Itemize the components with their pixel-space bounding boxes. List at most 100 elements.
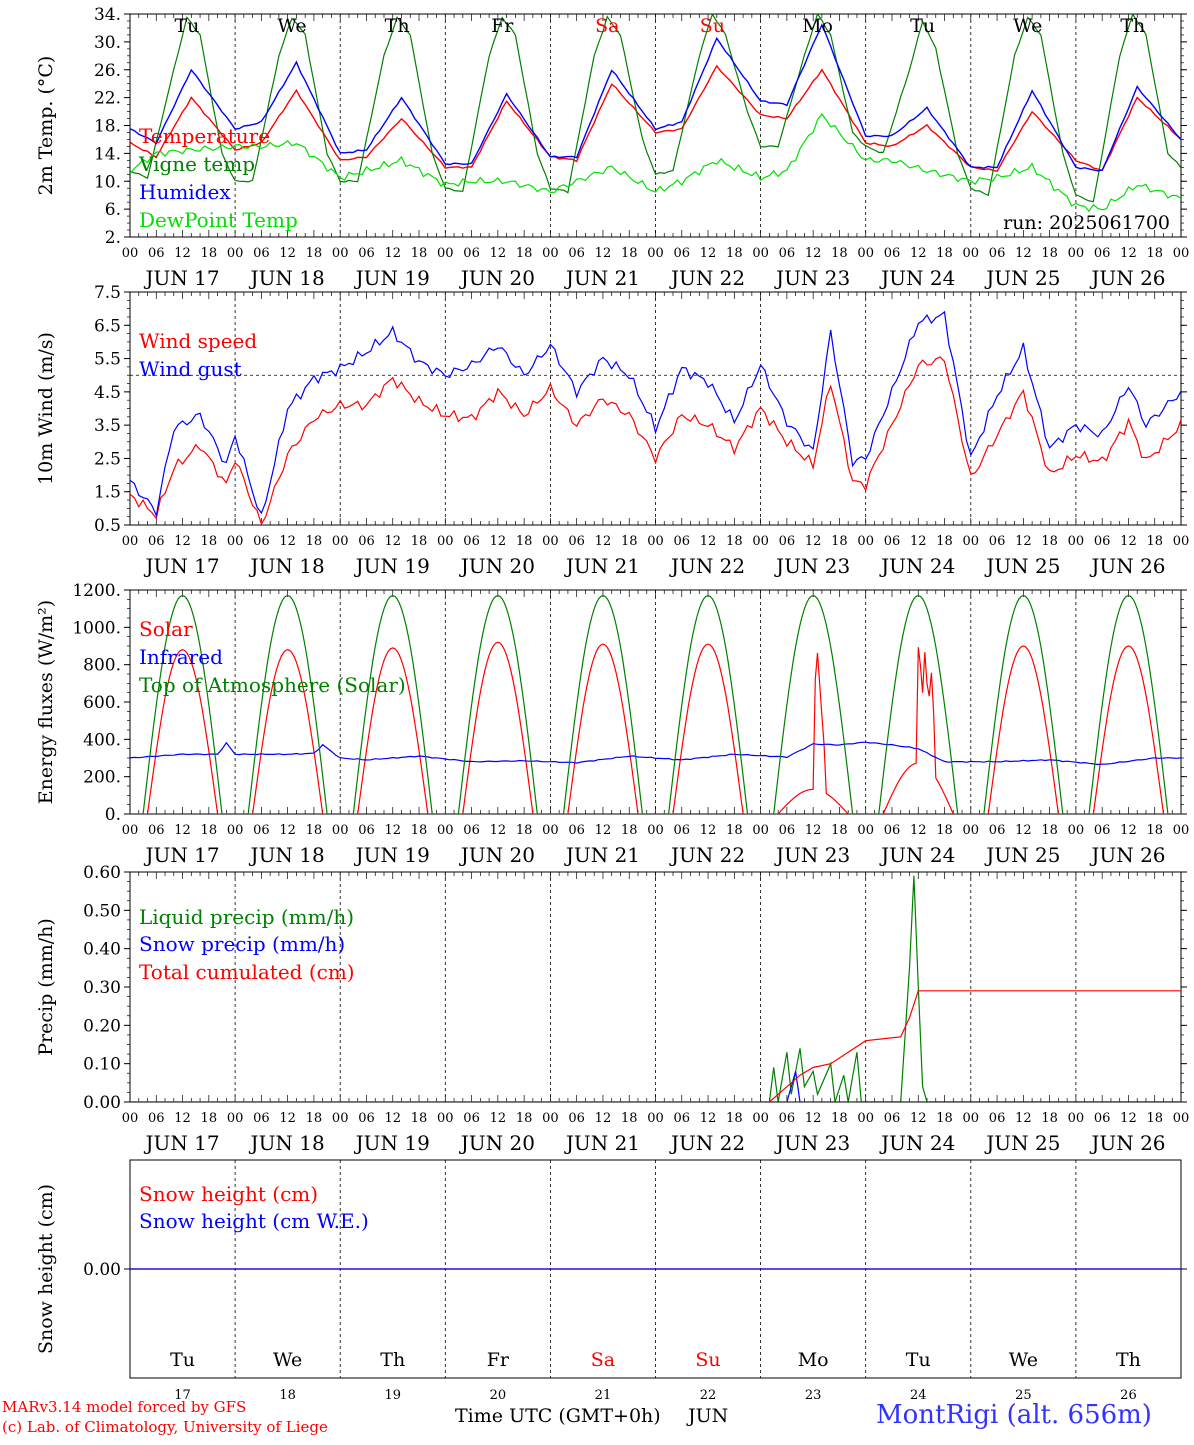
panel-2: 00 06 12 18 00 06 12 18 00 06 12 18 00 06 12 18 00 06 12 18… bbox=[35, 283, 1189, 578]
hour-tick-label: 00 bbox=[542, 246, 559, 261]
hour-tick-label: 18 bbox=[306, 534, 323, 549]
y-tick-label: 26. bbox=[94, 61, 121, 81]
y-tick-label: 600. bbox=[83, 693, 121, 713]
hour-tick-label: 06 bbox=[568, 246, 585, 261]
series-layer bbox=[130, 594, 1181, 814]
hour-tick-label: 06 bbox=[779, 246, 796, 261]
hour-tick-label: 06 bbox=[253, 534, 270, 549]
plot-frame bbox=[129, 589, 1182, 815]
hour-tick-label: 12 bbox=[174, 246, 191, 261]
hour-tick-label: 06 bbox=[884, 823, 901, 838]
hour-tick-label: 12 bbox=[279, 246, 296, 261]
hour-tick-label: 00 bbox=[332, 1111, 349, 1126]
hour-tick-label: 12 bbox=[384, 1111, 401, 1126]
hour-tick-label: 12 bbox=[384, 823, 401, 838]
date-number-label: 26 bbox=[1120, 1388, 1137, 1403]
hour-tick-label: 00 bbox=[122, 534, 139, 549]
hour-tick-label: 00 bbox=[857, 534, 874, 549]
hour-tick-label: 12 bbox=[910, 246, 927, 261]
legend-entry: Snow precip (mm/h) bbox=[139, 932, 345, 956]
panel-5: 0.00 Snow height (cm) Snow height (cm) Snow… bbox=[35, 1159, 1187, 1403]
hour-tick-label: 06 bbox=[253, 246, 270, 261]
hour-tick-label: 18 bbox=[831, 534, 848, 549]
hour-tick-label: 18 bbox=[726, 823, 743, 838]
hour-tick-label: 06 bbox=[989, 823, 1006, 838]
hour-tick-label: 06 bbox=[884, 246, 901, 261]
hour-tick-label: 18 bbox=[1146, 823, 1163, 838]
weekday-label: Tu bbox=[174, 15, 199, 37]
y-axis-label: Precip (mm/h) bbox=[35, 918, 57, 1056]
hour-tick-label: 00 bbox=[857, 246, 874, 261]
hour-tick-label: 12 bbox=[384, 246, 401, 261]
date-label: JUN 20 bbox=[459, 266, 535, 290]
series-line-3 bbox=[130, 23, 1181, 172]
series-line-1 bbox=[130, 875, 1181, 1102]
series-line-2 bbox=[130, 1071, 1181, 1102]
hour-tick-label: 18 bbox=[201, 1111, 218, 1126]
hour-tick-label: 18 bbox=[306, 1111, 323, 1126]
hour-tick-label: 00 bbox=[963, 823, 980, 838]
hour-tick-label: 00 bbox=[1068, 246, 1085, 261]
series-layer bbox=[130, 875, 1181, 1102]
date-label: JUN 25 bbox=[984, 1131, 1060, 1155]
hour-tick-label: 00 bbox=[227, 534, 244, 549]
y-axis-label: 2m Temp. (°C) bbox=[35, 56, 57, 196]
legend-entry: Snow height (cm W.E.) bbox=[139, 1209, 369, 1233]
date-label: JUN 25 bbox=[984, 266, 1060, 290]
hour-tick-label: 00 bbox=[752, 1111, 769, 1126]
hour-tick-label: 06 bbox=[463, 1111, 480, 1126]
panel-4: 00 06 12 18 00 06 12 18 00 06 12 18 00 06 12 18 00 06 12 18… bbox=[35, 863, 1189, 1155]
y-tick-label: 800. bbox=[83, 656, 121, 676]
y-tick-label: 3.5 bbox=[94, 416, 121, 436]
date-label: JUN 21 bbox=[564, 1131, 640, 1155]
weekday-label: Mo bbox=[802, 15, 833, 37]
date-label: JUN 17 bbox=[143, 554, 219, 578]
hour-tick-label: 06 bbox=[1094, 246, 1111, 261]
y-tick-label: 6.5 bbox=[94, 316, 121, 336]
date-label: JUN 26 bbox=[1089, 1131, 1165, 1155]
hour-tick-label: 00 bbox=[647, 534, 664, 549]
hour-tick-label: 06 bbox=[253, 823, 270, 838]
date-label: JUN 23 bbox=[774, 843, 850, 867]
hour-tick-label: 18 bbox=[831, 246, 848, 261]
y-tick-label: 6. bbox=[105, 200, 121, 220]
hour-tick-label: 00 bbox=[1068, 823, 1085, 838]
hour-tick-label: 00 bbox=[122, 823, 139, 838]
date-label: JUN 20 bbox=[459, 554, 535, 578]
date-label: JUN 19 bbox=[354, 1131, 430, 1155]
y-tick-label: 0.00 bbox=[83, 1260, 121, 1280]
series-line-1 bbox=[130, 64, 1181, 173]
y-tick-label: 400. bbox=[83, 730, 121, 750]
y-tick-label: 10. bbox=[94, 172, 121, 192]
series-line-3 bbox=[130, 990, 1181, 1102]
date-label: JUN 17 bbox=[143, 1131, 219, 1155]
run-annotation: run: 2025061700 bbox=[1003, 212, 1170, 234]
date-label: JUN 21 bbox=[564, 843, 640, 867]
hour-tick-label: 12 bbox=[1015, 823, 1032, 838]
hour-tick-label: 00 bbox=[857, 1111, 874, 1126]
series-line-2 bbox=[130, 741, 1181, 766]
date-label: JUN 18 bbox=[249, 1131, 325, 1155]
hour-tick-label: 00 bbox=[437, 534, 454, 549]
date-label: JUN 23 bbox=[774, 1131, 850, 1155]
date-label: JUN 20 bbox=[459, 843, 535, 867]
weekday-label: Tu bbox=[906, 1349, 931, 1371]
date-label: JUN 19 bbox=[354, 266, 430, 290]
date-number-label: 18 bbox=[279, 1388, 296, 1403]
y-tick-label: 0.10 bbox=[83, 1055, 121, 1075]
hour-tick-label: 06 bbox=[148, 534, 165, 549]
hour-tick-label: 18 bbox=[201, 534, 218, 549]
legend-entry: Solar bbox=[139, 617, 193, 641]
hour-tick-label: 12 bbox=[700, 823, 717, 838]
hour-tick-label: 12 bbox=[595, 823, 612, 838]
weekday-label: Mo bbox=[798, 1349, 829, 1371]
hour-tick-label: 12 bbox=[279, 1111, 296, 1126]
date-label: JUN 22 bbox=[669, 1131, 745, 1155]
hour-tick-label: 18 bbox=[306, 246, 323, 261]
hour-tick-label: 00 bbox=[122, 246, 139, 261]
y-tick-label: 4.5 bbox=[94, 383, 121, 403]
hour-tick-label: 18 bbox=[936, 246, 953, 261]
date-label: JUN 19 bbox=[354, 554, 430, 578]
